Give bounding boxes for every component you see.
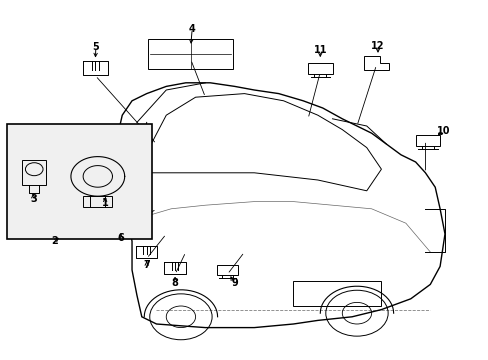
Text: 10: 10 — [436, 126, 450, 136]
Text: 1: 1 — [102, 198, 108, 208]
Text: 5: 5 — [92, 42, 99, 52]
Bar — [22, 160, 46, 185]
Bar — [7, 124, 151, 239]
Text: 4: 4 — [188, 24, 195, 34]
Text: 12: 12 — [370, 41, 384, 51]
Text: 8: 8 — [171, 278, 178, 288]
Text: 6: 6 — [117, 233, 124, 243]
Text: 2: 2 — [51, 236, 58, 246]
Bar — [293, 281, 381, 306]
Text: 3: 3 — [30, 194, 37, 204]
Bar — [83, 196, 112, 207]
Text: 7: 7 — [143, 260, 150, 270]
Text: 9: 9 — [231, 278, 238, 288]
Text: 11: 11 — [313, 45, 326, 55]
